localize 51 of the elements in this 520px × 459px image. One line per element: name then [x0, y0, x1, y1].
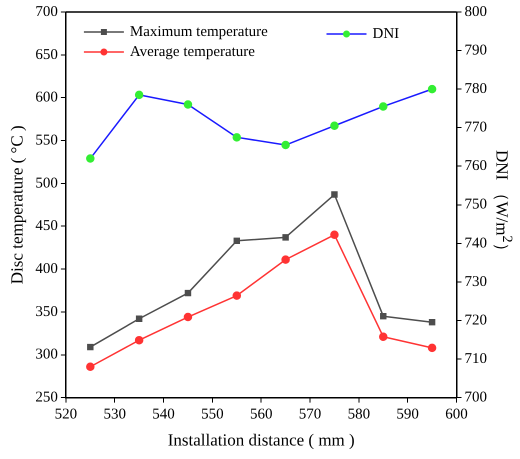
y2-tick-label: 720: [464, 312, 487, 328]
y-tick-label: 700: [35, 4, 58, 20]
y2-tick-label: 760: [464, 158, 487, 174]
point: [331, 191, 338, 198]
point: [86, 362, 95, 371]
y-tick-label: 500: [35, 175, 58, 192]
y2-tick-label: 730: [464, 274, 487, 290]
point: [136, 316, 142, 322]
x-tick-label: 560: [250, 406, 272, 423]
y-tick-label: 650: [35, 46, 58, 63]
y-axis-title: Disc temperature ( °C ): [8, 125, 27, 284]
legend-label: Average temperature: [130, 44, 256, 60]
point: [184, 312, 192, 322]
point: [232, 291, 242, 300]
y-tick-label: 550: [35, 132, 58, 148]
y2-tick-label: 700: [464, 390, 487, 406]
point: [380, 312, 386, 320]
x-tick-label: 540: [152, 406, 175, 423]
y-tick-label: 450: [35, 218, 58, 234]
y-tick-label: 250: [35, 390, 58, 406]
y-tick-label: 400: [35, 261, 58, 278]
y2-tick-label: 710: [464, 350, 487, 367]
y-tick-label: 600: [35, 90, 58, 106]
point: [87, 344, 94, 350]
point: [184, 290, 192, 296]
point: [281, 255, 290, 264]
point: [428, 318, 436, 326]
y2-tick-label: 750: [464, 196, 487, 213]
y-tick-label: 300: [35, 346, 58, 363]
point: [428, 344, 436, 352]
x-tick-label: 570: [298, 406, 322, 423]
x-tick-label: 550: [201, 406, 224, 423]
y2-tick-label: 790: [464, 42, 487, 58]
y2-tick-label: 780: [464, 81, 487, 98]
point: [134, 336, 144, 344]
point: [330, 230, 339, 240]
point: [282, 234, 289, 241]
y2-tick-label: 770: [464, 120, 487, 136]
point: [234, 238, 240, 244]
point: [379, 332, 388, 342]
x-tick-label: 590: [396, 406, 419, 423]
y-tick-label: 350: [35, 304, 58, 320]
x-tick-label: 520: [54, 406, 78, 423]
x-axis-title: Installation distance ( mm ): [168, 430, 355, 450]
y2-tick-label: 800: [464, 4, 487, 20]
x-tick-label: 580: [348, 406, 370, 423]
legend-label: Maximum temperature: [130, 24, 268, 40]
x-tick-label: 600: [445, 406, 468, 423]
y2-tick-label: 740: [464, 235, 487, 252]
legend-label: DNI: [372, 26, 400, 42]
x-tick-label: 530: [103, 406, 126, 423]
